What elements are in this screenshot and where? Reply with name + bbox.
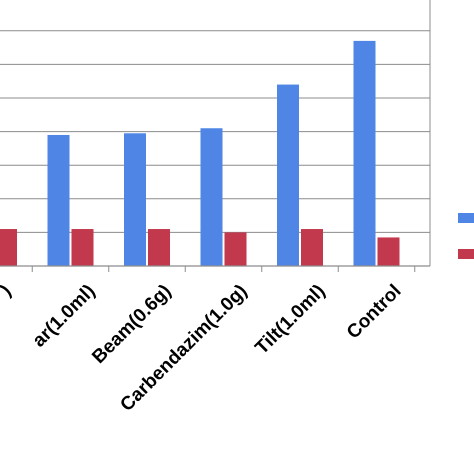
x-tick-label: Control bbox=[343, 281, 406, 344]
bar-series1-6 bbox=[353, 40, 376, 266]
bar-series2-6 bbox=[377, 237, 400, 266]
bar-series1-3 bbox=[124, 133, 146, 266]
x-tick-labels: ) ar(1.0ml)Beam(0.6g)Carbendazim(1.0g) Til… bbox=[0, 281, 406, 416]
bar-series2-5 bbox=[301, 229, 323, 266]
x-tick-label: ) bbox=[0, 281, 16, 300]
x-tick-label: Carbendazim(1.0g) bbox=[116, 281, 251, 416]
bar-series1-2 bbox=[47, 134, 70, 266]
legend-swatch-2 bbox=[458, 249, 474, 259]
bars bbox=[0, 40, 400, 266]
bar-series1-5 bbox=[277, 84, 299, 266]
legend-swatch-1 bbox=[458, 213, 474, 223]
bar-series2-2 bbox=[71, 229, 94, 266]
x-tick-label: Tilt(1.0ml) bbox=[251, 281, 329, 359]
bar-series2-4 bbox=[224, 232, 247, 266]
bar-series2-1 bbox=[0, 229, 17, 266]
x-tick-label: ar(1.0ml) bbox=[29, 281, 100, 352]
legend bbox=[458, 213, 474, 259]
x-axis bbox=[0, 265, 430, 272]
bar-series1-4 bbox=[200, 128, 223, 266]
bar-series2-3 bbox=[148, 229, 170, 266]
